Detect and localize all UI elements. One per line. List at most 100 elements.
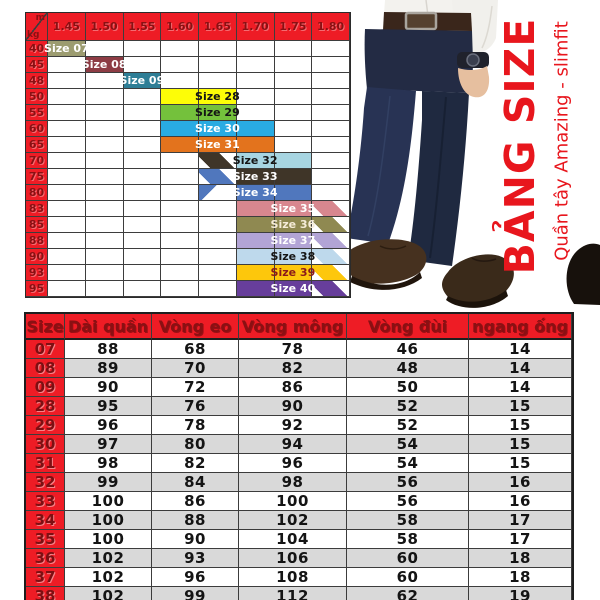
table-cell: 88 (65, 340, 152, 359)
grid-cell (274, 57, 313, 73)
grid-cell (161, 217, 199, 233)
grid-cell (161, 89, 199, 105)
grid-cell (48, 89, 86, 105)
table-cell: 90 (65, 378, 152, 397)
table-cell: 108 (239, 568, 347, 587)
grid-cell (236, 281, 275, 297)
grid-cell (236, 121, 275, 137)
size-band-label: Size 31 (195, 138, 240, 151)
height-weight-size-grid: m kg 1.45 1.50 1.55 1.60 1.65 1.70 1.75 1.80 40 Siz… (25, 12, 351, 298)
grid-cell (236, 201, 275, 217)
grid-cell (312, 73, 350, 89)
table-header-cell: ngang ống (469, 314, 572, 340)
table-cell: 58 (347, 530, 469, 549)
grid-cell: Size 35 (271, 201, 315, 217)
table-size-cell: 36 (26, 549, 65, 568)
grid-cell (312, 57, 350, 73)
table-cell: 90 (239, 397, 347, 416)
grid-cell (274, 89, 313, 105)
table-cell: 99 (65, 473, 152, 492)
grid-cell (199, 217, 237, 233)
grid-cell (312, 105, 350, 121)
grid-cell (312, 217, 350, 233)
grid-cell (123, 249, 162, 265)
grid-cell: Size 36 (271, 217, 315, 233)
grid-cell (48, 73, 86, 89)
table-cell: 14 (469, 378, 572, 397)
table-cell: 78 (239, 340, 347, 359)
table-cell: 82 (152, 454, 239, 473)
table-cell: 15 (469, 435, 572, 454)
table-cell: 98 (239, 473, 347, 492)
grid-cell: Size 29 (195, 105, 240, 121)
table-size-cell: 35 (26, 530, 65, 549)
grid-height-header: 1.80 (312, 13, 350, 41)
grid-cell (199, 57, 237, 73)
size-band-label: Size 40 (270, 282, 316, 295)
table-size-cell: 32 (26, 473, 65, 492)
grid-cell (85, 137, 124, 153)
grid-cell (123, 169, 162, 185)
grid-cell (48, 185, 86, 201)
grid-cell (274, 105, 313, 121)
grid-weight-label: 65 (26, 137, 48, 153)
grid-cell: Size 31 (195, 137, 240, 153)
grid-cell (48, 137, 86, 153)
grid-cell (48, 121, 86, 137)
table-cell: 16 (469, 492, 572, 511)
grid-cell: Size 37 (271, 233, 315, 249)
grid-cell (85, 169, 124, 185)
grid-cell (123, 185, 162, 201)
table-cell: 70 (152, 359, 239, 378)
grid-cell (236, 57, 275, 73)
table-cell: 96 (152, 568, 239, 587)
grid-cell (85, 233, 124, 249)
table-size-cell: 08 (26, 359, 65, 378)
size-band-label: Size 30 (195, 122, 240, 135)
grid-cell (85, 121, 124, 137)
table-cell: 54 (347, 454, 469, 473)
grid-cell: Size 38 (271, 249, 315, 265)
table-header-cell: Vòng eo (152, 314, 239, 340)
grid-cell (274, 137, 313, 153)
table-cell: 48 (347, 359, 469, 378)
grid-weight-label: 90 (26, 249, 48, 265)
grid-cell (199, 153, 237, 169)
grid-cell (161, 41, 199, 57)
table-cell: 100 (239, 492, 347, 511)
grid-corner-m-kg: m kg (26, 13, 48, 41)
table-cell: 17 (469, 530, 572, 549)
product-photo (340, 0, 600, 320)
grid-weight-label: 93 (26, 265, 48, 281)
table-size-cell: 28 (26, 397, 65, 416)
grid-cell (199, 73, 237, 89)
grid-weight-label: 95 (26, 281, 48, 297)
grid-cell (312, 185, 350, 201)
table-cell: 56 (347, 492, 469, 511)
table-cell: 17 (469, 511, 572, 530)
grid-weight-label: 55 (26, 105, 48, 121)
grid-cell (123, 233, 162, 249)
grid-cell (274, 153, 313, 169)
grid-cell (236, 41, 275, 57)
grid-height-header: 1.70 (236, 13, 275, 41)
grid-cell (123, 281, 162, 297)
grid-height-header: 1.65 (199, 13, 237, 41)
grid-cell (161, 153, 199, 169)
table-cell: 102 (65, 549, 152, 568)
grid-cell (312, 153, 350, 169)
table-size-cell: 29 (26, 416, 65, 435)
man-in-navy-trousers-illustration (345, 0, 600, 308)
grid-cell: Size 32 (233, 153, 277, 169)
table-cell: 14 (469, 359, 572, 378)
grid-cell (85, 249, 124, 265)
grid-cell (161, 249, 199, 265)
grid-cell (48, 233, 86, 249)
table-cell: 19 (469, 587, 572, 600)
grid-cell (161, 169, 199, 185)
grid-cell (48, 217, 86, 233)
grid-height-header: 1.75 (274, 13, 313, 41)
table-cell: 18 (469, 549, 572, 568)
size-band-label: Size 38 (270, 250, 316, 263)
